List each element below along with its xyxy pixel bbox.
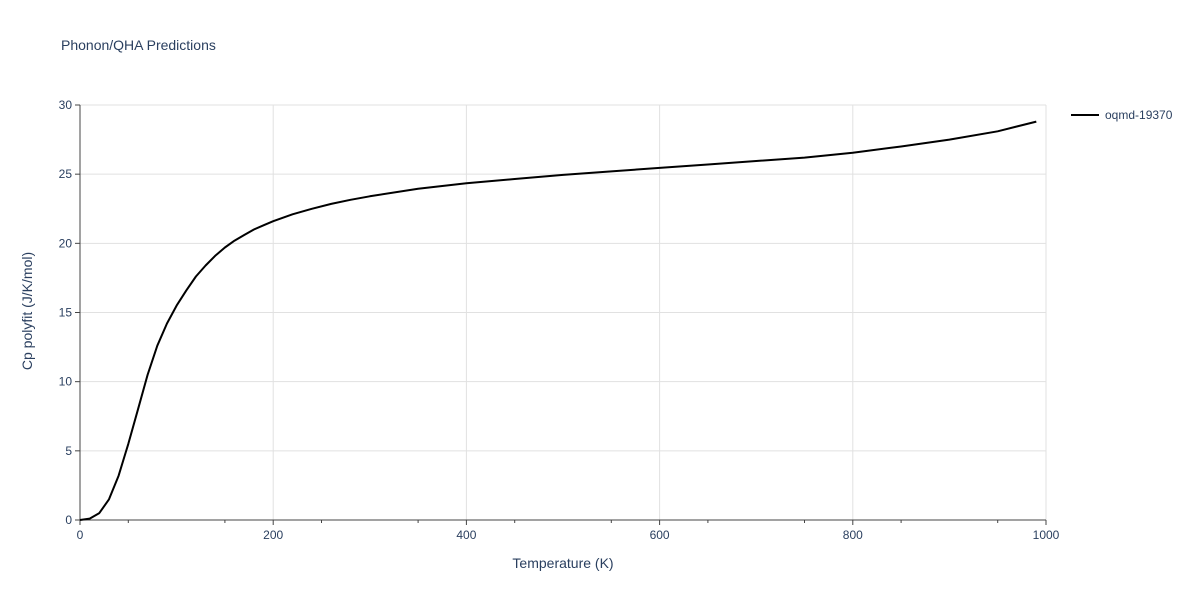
y-tick-label: 10 [59,375,73,389]
y-tick-label: 30 [59,98,73,112]
y-tick-label: 20 [59,236,73,250]
y-axis-title: Cp polyfit (J/K/mol) [19,252,35,370]
legend-item-label[interactable]: oqmd-19370 [1105,108,1173,122]
x-tick-label: 1000 [1033,528,1060,542]
chart-title: Phonon/QHA Predictions [61,37,216,53]
legend[interactable]: oqmd-19370 [1071,108,1173,122]
series-layer [79,120,1037,521]
x-tick-label: 200 [263,528,283,542]
y-tick-label: 15 [59,306,73,320]
x-tick-label: 600 [650,528,670,542]
y-tick-label: 25 [59,167,73,181]
gridlines [80,104,1047,520]
series-line-oqmd-19370[interactable] [79,120,1037,521]
y-tick-label: 5 [65,444,72,458]
axes [75,104,1047,525]
tick-labels: 0 200 400 600 800 1000 0 5 10 15 20 25 30 [59,98,1060,542]
x-tick-label: 800 [843,528,863,542]
y-tick-label: 0 [65,513,72,527]
x-tick-label: 400 [456,528,476,542]
x-axis-title: Temperature (K) [512,555,613,571]
x-tick-label: 0 [77,528,84,542]
